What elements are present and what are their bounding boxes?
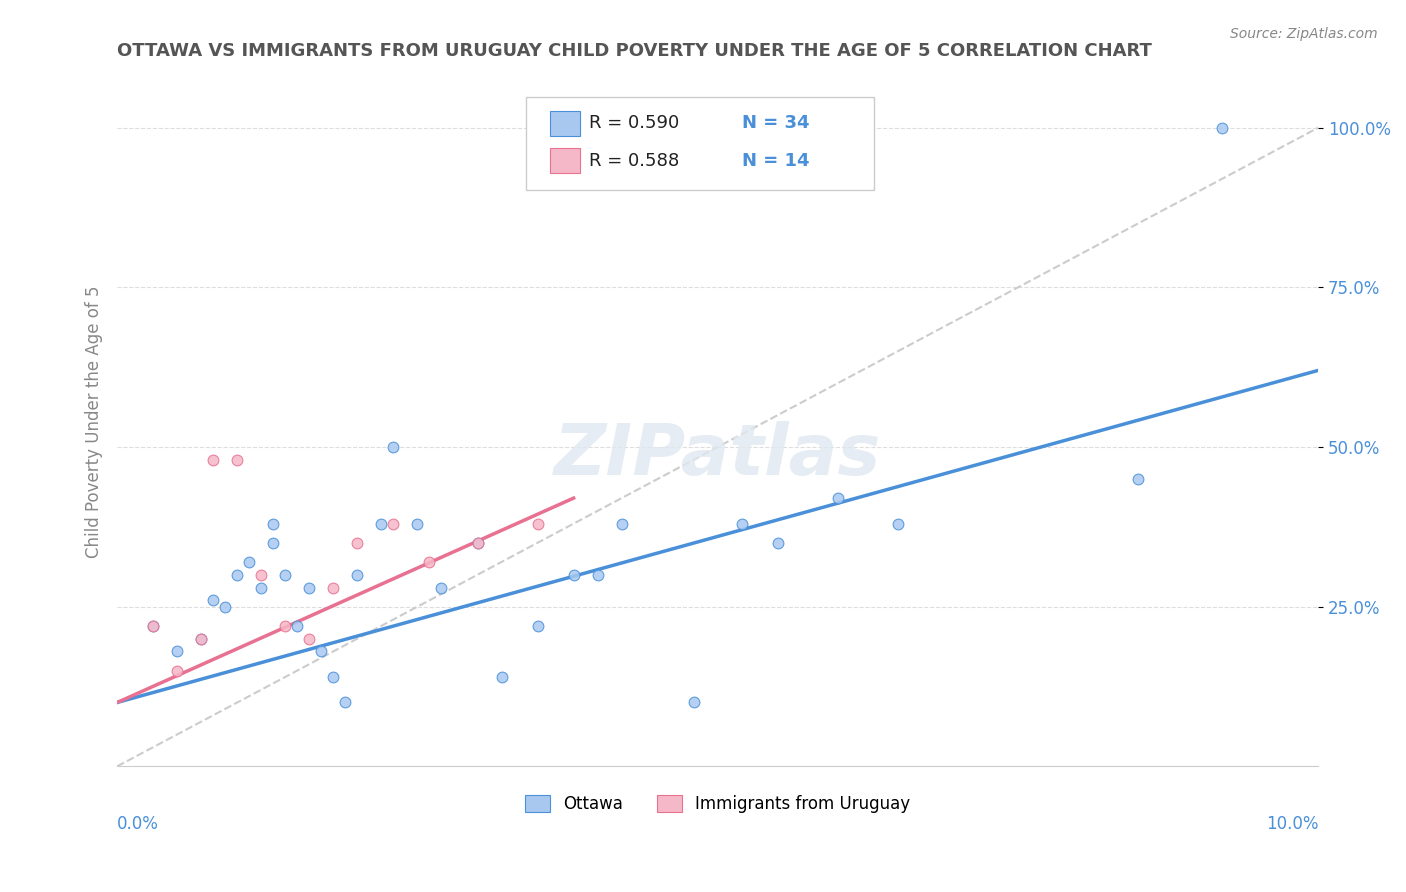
- Text: N = 14: N = 14: [742, 152, 810, 169]
- Text: OTTAWA VS IMMIGRANTS FROM URUGUAY CHILD POVERTY UNDER THE AGE OF 5 CORRELATION C: OTTAWA VS IMMIGRANTS FROM URUGUAY CHILD …: [117, 42, 1152, 60]
- Point: [190, 632, 212, 646]
- Point: [285, 619, 308, 633]
- Point: [586, 567, 609, 582]
- Point: [562, 567, 585, 582]
- Point: [370, 516, 392, 531]
- Point: [382, 440, 405, 454]
- Point: [682, 696, 704, 710]
- Point: [1211, 120, 1233, 135]
- Text: Source: ZipAtlas.com: Source: ZipAtlas.com: [1230, 27, 1378, 41]
- Point: [491, 670, 513, 684]
- Text: 0.0%: 0.0%: [117, 814, 159, 832]
- Point: [346, 567, 368, 582]
- Point: [346, 536, 368, 550]
- FancyBboxPatch shape: [550, 148, 579, 173]
- Point: [827, 491, 849, 505]
- Point: [382, 516, 405, 531]
- Point: [610, 516, 633, 531]
- FancyBboxPatch shape: [526, 97, 875, 190]
- Point: [1126, 472, 1149, 486]
- Point: [262, 536, 284, 550]
- Point: [526, 516, 548, 531]
- Point: [467, 536, 489, 550]
- Point: [311, 644, 333, 658]
- Point: [766, 536, 789, 550]
- Point: [250, 581, 273, 595]
- Point: [887, 516, 910, 531]
- Point: [226, 567, 249, 582]
- Point: [202, 452, 225, 467]
- Point: [298, 632, 321, 646]
- Y-axis label: Child Poverty Under the Age of 5: Child Poverty Under the Age of 5: [86, 285, 103, 558]
- Text: 10.0%: 10.0%: [1265, 814, 1319, 832]
- Point: [335, 696, 357, 710]
- Point: [298, 581, 321, 595]
- Point: [190, 632, 212, 646]
- Point: [202, 593, 225, 607]
- Point: [731, 516, 754, 531]
- Text: R = 0.588: R = 0.588: [589, 152, 679, 169]
- Point: [274, 619, 297, 633]
- Text: N = 34: N = 34: [742, 114, 810, 133]
- Point: [214, 599, 236, 614]
- Point: [274, 567, 297, 582]
- Legend: Ottawa, Immigrants from Uruguay: Ottawa, Immigrants from Uruguay: [519, 789, 917, 820]
- Point: [142, 619, 165, 633]
- Text: R = 0.590: R = 0.590: [589, 114, 679, 133]
- Point: [418, 555, 440, 569]
- Point: [406, 516, 429, 531]
- Point: [467, 536, 489, 550]
- Point: [526, 619, 548, 633]
- Point: [322, 670, 344, 684]
- Point: [238, 555, 260, 569]
- Point: [166, 664, 188, 678]
- FancyBboxPatch shape: [550, 112, 579, 136]
- Point: [430, 581, 453, 595]
- Point: [142, 619, 165, 633]
- Point: [226, 452, 249, 467]
- Point: [322, 581, 344, 595]
- Point: [250, 567, 273, 582]
- Point: [166, 644, 188, 658]
- Point: [262, 516, 284, 531]
- Text: ZIPatlas: ZIPatlas: [554, 421, 882, 491]
